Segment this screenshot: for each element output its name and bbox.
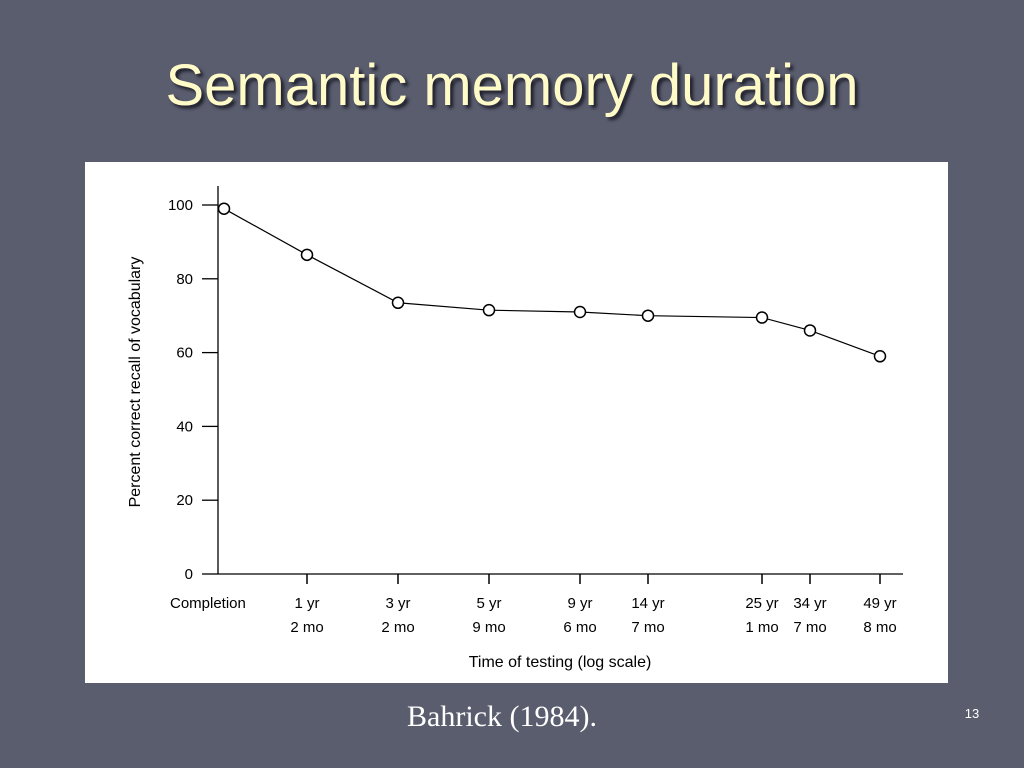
y-tick-label-80: 80 <box>176 271 193 288</box>
x-tick-label-1-line1: 1 yr <box>294 595 319 612</box>
x-tick-label-4-line1: 9 yr <box>567 595 592 612</box>
x-tick-label-7-line2: 7 mo <box>793 619 826 636</box>
data-point-2 <box>391 296 405 310</box>
data-point-4 <box>573 305 587 319</box>
slide-title: Semantic memory duration <box>165 53 859 118</box>
data-point-1 <box>300 248 314 262</box>
data-point-8 <box>873 350 887 363</box>
x-tick-label-8-line2: 8 mo <box>863 619 896 636</box>
data-point-5 <box>641 309 655 322</box>
slide-number: 13 <box>964 706 980 721</box>
x-tick-label-8-line1: 49 yr <box>863 595 896 612</box>
data-point-7 <box>803 324 817 337</box>
x-tick-label-3-line1: 5 yr <box>476 595 501 612</box>
data-point-6 <box>755 311 769 324</box>
y-axis-label: Percent correct recall of vocabulary <box>127 257 144 508</box>
x-tick-label-6-line1: 25 yr <box>745 595 778 612</box>
x-tick-label-7-line1: 34 yr <box>793 595 826 612</box>
series-line <box>223 208 881 357</box>
line-chart: 0 20 40 60 80 100 Completion 1 yr 2 mo 3 yr 2 mo 5 … <box>127 186 903 671</box>
x-tick-label-3-line2: 9 mo <box>472 619 505 636</box>
y-tick-label-100: 100 <box>168 197 193 214</box>
x-tick-label-6-line2: 1 mo <box>745 619 778 636</box>
slide-caption: Bahrick (1984). <box>407 700 597 733</box>
x-tick-label-0-line1: Completion <box>170 595 246 612</box>
x-tick-label-5-line1: 14 yr <box>631 595 664 612</box>
y-tick-label-20: 20 <box>176 492 193 509</box>
x-tick-label-4-line2: 6 mo <box>563 619 596 636</box>
x-tick-label-5-line2: 7 mo <box>631 619 664 636</box>
y-tick-label-60: 60 <box>176 345 193 362</box>
y-tick-label-40: 40 <box>176 418 193 435</box>
x-tick-label-2-line2: 2 mo <box>381 619 414 636</box>
y-tick-label-0: 0 <box>185 566 193 583</box>
x-tick-label-2-line1: 3 yr <box>385 595 410 612</box>
x-axis-label: Time of testing (log scale) <box>469 654 652 671</box>
data-point-0 <box>217 202 231 215</box>
x-tick-label-1-line2: 2 mo <box>290 619 323 636</box>
data-point-3 <box>482 303 496 317</box>
chart-panel: 0 20 40 60 80 100 Completion 1 yr 2 mo 3 yr 2 mo 5 … <box>85 162 948 683</box>
